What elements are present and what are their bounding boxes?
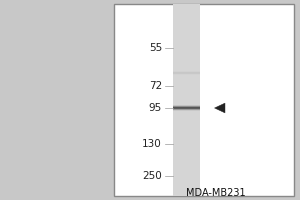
Text: MDA-MB231: MDA-MB231 bbox=[186, 188, 246, 198]
Polygon shape bbox=[214, 103, 225, 113]
Bar bbox=[172, 109, 200, 110]
Bar bbox=[114, 4, 294, 196]
Text: 55: 55 bbox=[149, 43, 162, 53]
Bar bbox=[172, 107, 200, 108]
Text: 130: 130 bbox=[142, 139, 162, 149]
Bar bbox=[172, 4, 200, 196]
Text: 95: 95 bbox=[149, 103, 162, 113]
Bar bbox=[172, 106, 200, 107]
Text: 250: 250 bbox=[142, 171, 162, 181]
Text: 72: 72 bbox=[149, 81, 162, 91]
